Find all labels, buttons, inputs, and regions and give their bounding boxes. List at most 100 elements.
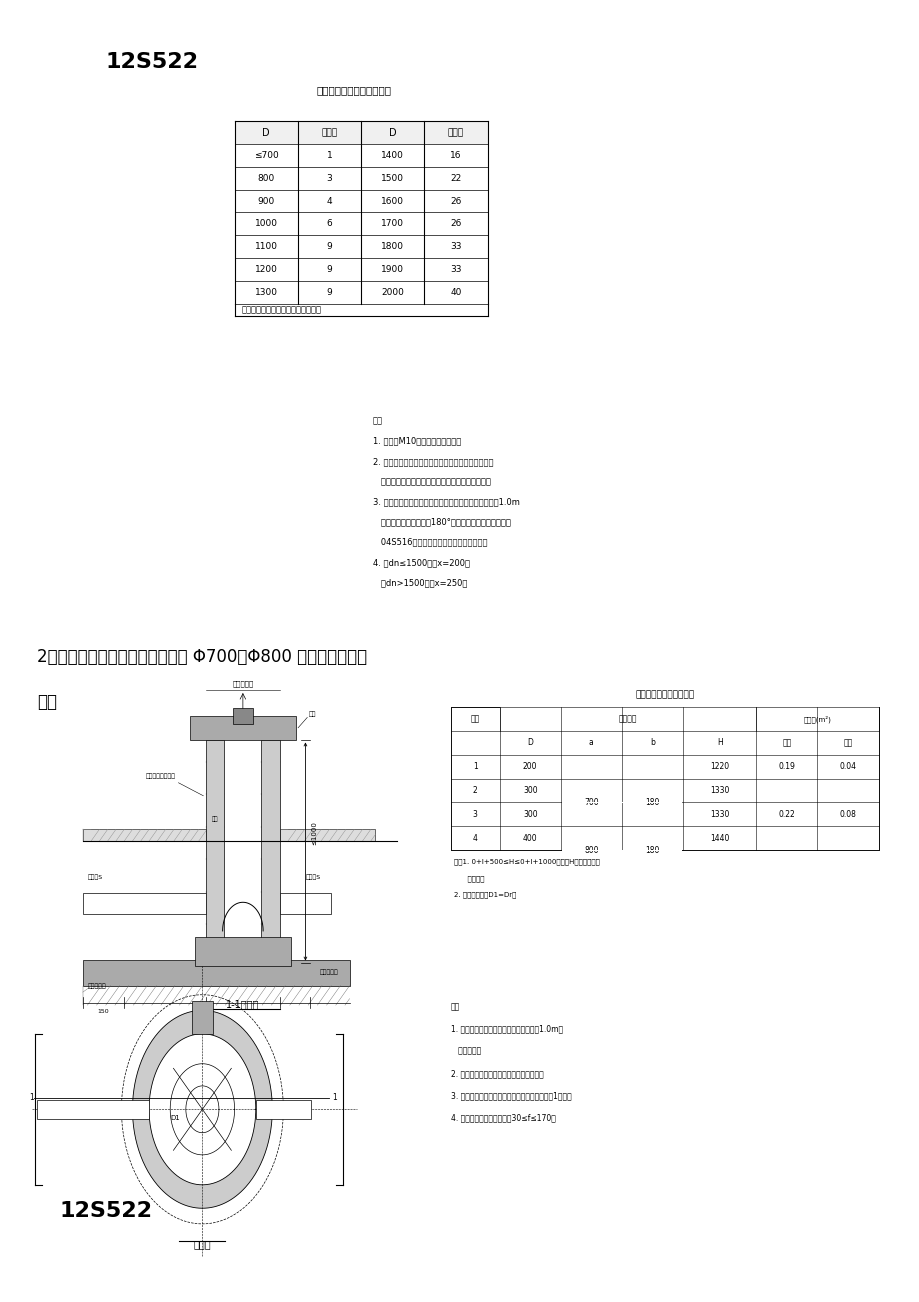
Bar (234, 121, 487, 329)
Text: 模块数: 模块数 (448, 128, 463, 137)
Text: 范围内管道基础，采用180°混凝土基础，做法参见图集: 范围内管道基础，采用180°混凝土基础，做法参见图集 (372, 517, 510, 526)
Bar (499, 707, 755, 730)
Text: 注：: 注： (372, 417, 382, 426)
Text: 1900: 1900 (380, 266, 403, 273)
Bar (83, 960, 349, 986)
Text: 0.19: 0.19 (777, 762, 795, 771)
Bar (562, 828, 620, 849)
Text: 管内壁S: 管内壁S (305, 875, 320, 880)
Text: ≤700: ≤700 (254, 151, 278, 160)
Text: 地板下水。: 地板下水。 (450, 1047, 481, 1056)
Bar (206, 740, 224, 950)
Text: 0.04: 0.04 (839, 762, 856, 771)
Text: 井盖及井座: 井盖及井座 (232, 681, 254, 687)
Text: 混凝土垫层: 混凝土垫层 (320, 970, 338, 975)
Text: b: b (650, 738, 654, 747)
Bar (622, 803, 681, 825)
Text: 3. 混凝土圆管管壁厚度参照相应图集为本标准第1位页。: 3. 混凝土圆管管壁厚度参照相应图集为本标准第1位页。 (450, 1091, 571, 1100)
Text: 管外壁S: 管外壁S (87, 875, 102, 880)
Text: D1: D1 (171, 1115, 180, 1121)
Text: 1: 1 (28, 1094, 34, 1103)
Text: 9: 9 (326, 266, 332, 273)
Text: 各部尺寸: 各部尺寸 (618, 715, 637, 724)
Text: 0.22: 0.22 (777, 810, 794, 819)
Text: 33: 33 (449, 266, 461, 273)
Text: 700: 700 (584, 786, 598, 796)
Text: 400: 400 (522, 833, 537, 842)
Bar (562, 756, 620, 777)
Bar (255, 1099, 311, 1120)
Text: 图集: 图集 (37, 693, 57, 711)
Text: 序号: 序号 (471, 715, 480, 724)
Text: 6: 6 (326, 219, 332, 228)
Text: 26: 26 (449, 219, 461, 228)
Text: 注：1. 0+l+500≤H≤0+l+1000，表中H值为此种井深: 注：1. 0+l+500≤H≤0+l+1000，表中H值为此种井深 (453, 858, 599, 865)
Text: 混凝土管道: 混凝土管道 (87, 983, 106, 988)
Bar (37, 1099, 149, 1120)
Text: 26: 26 (449, 197, 461, 206)
Text: a: a (588, 738, 593, 747)
Text: 40: 40 (449, 288, 461, 297)
Text: 1400: 1400 (380, 151, 403, 160)
Bar (562, 802, 681, 803)
Text: 最大值。: 最大值。 (453, 875, 483, 881)
Text: 2000: 2000 (380, 288, 403, 297)
Text: 1330: 1330 (709, 810, 729, 819)
Text: 9: 9 (326, 242, 332, 251)
Bar (562, 803, 620, 825)
Bar (450, 707, 878, 850)
Bar (233, 708, 253, 724)
Text: 1100: 1100 (255, 242, 278, 251)
Text: 800: 800 (584, 833, 598, 842)
Bar (189, 716, 296, 740)
Text: 12S522: 12S522 (60, 1202, 153, 1221)
Text: 180: 180 (644, 846, 659, 854)
Bar (261, 740, 279, 950)
Text: 2. 材料：预制模块及水槽采用再生合模料。: 2. 材料：预制模块及水槽采用再生合模料。 (450, 1069, 543, 1078)
Text: 1440: 1440 (709, 833, 729, 842)
Text: 300: 300 (522, 810, 537, 819)
Text: 模块数: 模块数 (321, 128, 337, 137)
Text: 16: 16 (449, 151, 461, 160)
Text: 1-1剖面图: 1-1剖面图 (226, 999, 259, 1009)
Text: 3. 进出检查井的管道，混凝土中的第一节管，柔性管材1.0m: 3. 进出检查井的管道，混凝土中的第一节管，柔性管材1.0m (372, 497, 519, 506)
Bar (622, 828, 681, 849)
Bar (279, 829, 375, 841)
Text: 4: 4 (472, 833, 477, 842)
Text: 当dn>1500时，x=250。: 当dn>1500时，x=250。 (372, 578, 467, 587)
Text: 22: 22 (450, 173, 461, 182)
Text: 800: 800 (257, 173, 275, 182)
Text: 1. 适用条件：干管顶距计算土厚度不大于1.0m；: 1. 适用条件：干管顶距计算土厚度不大于1.0m； (450, 1025, 562, 1034)
Text: 33: 33 (449, 242, 461, 251)
Text: 180: 180 (644, 798, 659, 807)
Text: 180: 180 (644, 833, 659, 842)
Text: 垫层: 垫层 (843, 738, 852, 747)
Text: 各部尺寸: 各部尺寸 (618, 715, 637, 724)
Text: 顶板: 顶板 (309, 712, 316, 717)
Text: 1700: 1700 (380, 219, 403, 228)
Text: 4. 预制模块土强度标准值：30≤f≤170。: 4. 预制模块土强度标准值：30≤f≤170。 (450, 1113, 555, 1122)
Text: 平面图: 平面图 (193, 1240, 211, 1250)
Text: 300: 300 (522, 786, 537, 796)
Text: 1: 1 (332, 1094, 337, 1103)
Bar (622, 756, 681, 777)
Bar (562, 780, 620, 801)
Bar (195, 937, 290, 966)
Text: D: D (262, 128, 270, 138)
Bar (562, 849, 681, 852)
Bar (755, 707, 878, 730)
Text: 0.08: 0.08 (839, 810, 856, 819)
Text: 3: 3 (326, 173, 332, 182)
Text: 预制混凝土升降管: 预制混凝土升降管 (145, 773, 176, 779)
Bar (279, 893, 331, 914)
Text: 1: 1 (472, 762, 477, 771)
Text: 1800: 1800 (380, 242, 403, 251)
Text: 井室各部尺寸及工程量表: 井室各部尺寸及工程量表 (634, 690, 694, 699)
Text: 检查井相接，需选用管井专用短管节或切除木口。: 检查井相接，需选用管井专用短管节或切除木口。 (372, 477, 490, 486)
Bar (83, 893, 206, 914)
Text: 200: 200 (522, 762, 537, 771)
Text: 04S516《混凝土排水管道基础及接口》。: 04S516《混凝土排水管道基础及接口》。 (372, 538, 486, 547)
Text: 700: 700 (584, 798, 598, 807)
Text: 顶层: 顶层 (211, 816, 219, 822)
Text: 1200: 1200 (255, 266, 278, 273)
